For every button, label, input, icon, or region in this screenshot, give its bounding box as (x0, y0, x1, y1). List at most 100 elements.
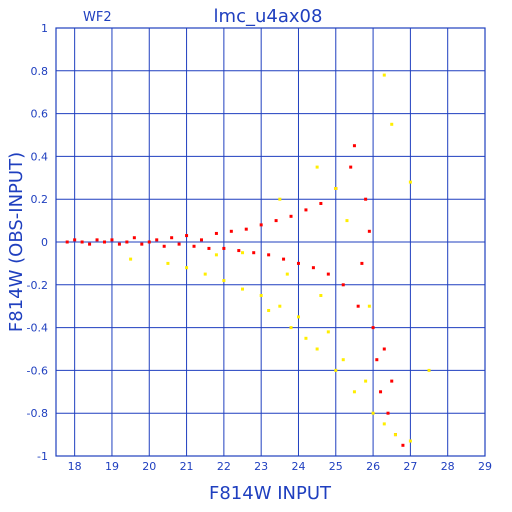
data-point (285, 272, 289, 276)
data-point (80, 240, 84, 244)
data-point (241, 251, 245, 255)
data-point (274, 219, 278, 223)
data-point (282, 257, 286, 261)
data-point (192, 244, 196, 248)
data-point (326, 330, 330, 334)
data-point (73, 238, 77, 242)
data-point (296, 315, 300, 319)
data-point (401, 443, 405, 447)
data-point (110, 238, 114, 242)
y-tick-label: 0.8 (31, 65, 49, 78)
data-point (326, 272, 330, 276)
data-point (341, 358, 345, 362)
data-point (88, 242, 92, 246)
chart-subtitle: WF2 (83, 10, 112, 25)
data-point (319, 294, 323, 297)
data-point (278, 197, 282, 201)
y-tick-label: -0.4 (27, 322, 48, 335)
y-tick-label: 0.2 (31, 193, 49, 206)
data-point (140, 242, 144, 246)
data-point (289, 326, 293, 330)
y-axis-label: F814W (OBS-INPUT) (6, 152, 27, 332)
tick-labels: 18 19 20 21 22 23 24 25 26 27 28 29 1 0.8 0.6 0.4 0.2 0 -0… (27, 22, 492, 473)
data-point (356, 304, 360, 308)
data-point (382, 422, 386, 426)
x-tick-label: 27 (403, 460, 417, 473)
data-point (214, 253, 218, 257)
y-tick-label: 0.6 (31, 108, 49, 121)
y-tick-label: -0.6 (27, 364, 48, 377)
data-point (244, 227, 248, 231)
x-tick-label: 20 (142, 460, 156, 473)
data-point (199, 238, 203, 242)
data-point (319, 201, 323, 205)
data-point (259, 294, 263, 297)
data-point (95, 238, 99, 242)
data-point (229, 229, 233, 233)
data-point (371, 411, 375, 415)
data-point (222, 246, 226, 250)
data-point (345, 219, 349, 223)
data-point (162, 244, 166, 248)
data-point (367, 304, 371, 308)
x-tick-label: 28 (441, 460, 455, 473)
x-axis-label: F814W INPUT (209, 483, 332, 504)
data-point (379, 390, 383, 394)
data-point (252, 251, 256, 255)
data-point (364, 197, 368, 201)
data-point (427, 368, 431, 372)
plot-frame (55, 27, 486, 457)
data-point (241, 287, 245, 291)
data-point (117, 242, 121, 246)
data-point (207, 246, 211, 250)
data-point (390, 379, 394, 383)
data-point (315, 165, 319, 169)
data-point (222, 279, 226, 283)
x-tick-label: 24 (291, 460, 305, 473)
data-point (132, 236, 136, 240)
data-point (185, 234, 189, 238)
data-point (177, 242, 181, 246)
data-point (304, 208, 308, 212)
y-tick-label: -0.2 (27, 279, 48, 292)
x-tick-label: 21 (180, 460, 194, 473)
data-point (352, 144, 356, 148)
y-tick-label: -0.8 (27, 407, 48, 420)
data-point (375, 358, 379, 362)
data-point (289, 214, 293, 218)
data-point (360, 261, 364, 265)
data-point (166, 261, 170, 265)
data-point (147, 240, 151, 244)
data-point (408, 439, 412, 443)
data-point (155, 238, 159, 242)
x-tick-label: 18 (68, 460, 82, 473)
y-tick-label: 0.4 (31, 150, 49, 163)
data-point (311, 266, 315, 270)
data-point (371, 326, 375, 330)
data-point (390, 122, 394, 126)
data-point (382, 73, 386, 77)
data-point (214, 231, 218, 235)
data-point (382, 347, 386, 351)
data-point (386, 411, 390, 415)
data-point (237, 249, 241, 253)
x-tick-label: 19 (105, 460, 119, 473)
data-point (102, 240, 106, 244)
data-point (296, 261, 300, 265)
data-point (352, 390, 356, 394)
data-point (259, 223, 263, 227)
data-point (278, 304, 282, 308)
data-point (203, 272, 207, 276)
y-tick-label: 0 (41, 236, 48, 249)
data-point (349, 165, 353, 169)
data-point (125, 240, 129, 244)
data-point (129, 257, 133, 261)
x-tick-label: 23 (254, 460, 268, 473)
data-point (304, 336, 308, 340)
data-point (367, 229, 371, 233)
data-point (65, 240, 69, 244)
y-tick-label: 1 (41, 22, 48, 35)
data-point (315, 347, 319, 351)
